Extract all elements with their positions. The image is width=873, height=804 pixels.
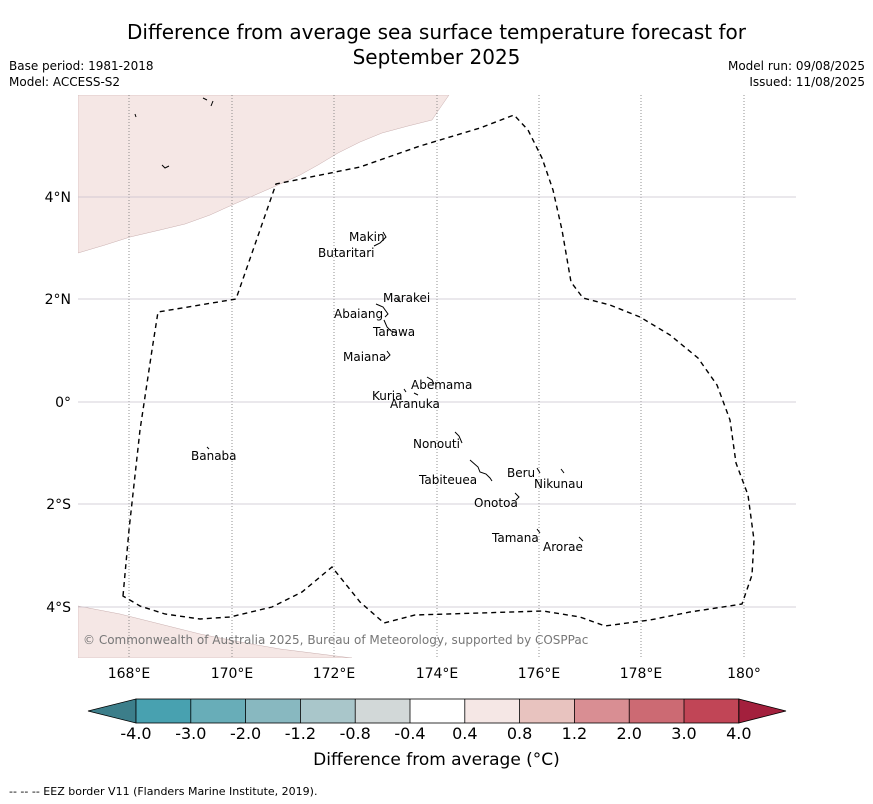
colorbar-segment — [245, 699, 301, 723]
colorbar-tick-label: 3.0 — [671, 724, 696, 743]
colorbar-segment — [300, 699, 356, 723]
island-label-beru: Beru — [507, 466, 535, 480]
lat-label: 4°N — [45, 190, 71, 206]
issued-date: Issued: 11/08/2025 — [749, 75, 865, 89]
colorbar-tick-label: 4.0 — [726, 724, 751, 743]
colorbar-segment — [574, 699, 630, 723]
island-label-tamana: Tamana — [491, 531, 539, 545]
land-north — [78, 95, 450, 254]
colorbar-tick-label: -1.2 — [285, 724, 316, 743]
colorbar-tick-label: 0.4 — [452, 724, 477, 743]
colorbar-tick-label: -4.0 — [120, 724, 151, 743]
island-label-marakei: Marakei — [383, 291, 430, 305]
island-label-arorae: Arorae — [543, 540, 583, 554]
island-label-nikunau: Nikunau — [534, 477, 583, 491]
map-area: Makin Butaritari Marakei Abaiang Tarawa … — [78, 95, 796, 658]
island-label-abaiang: Abaiang — [334, 307, 383, 321]
colorbar-segment — [684, 699, 739, 723]
lon-label: 172°E — [313, 666, 356, 682]
land-south — [78, 605, 353, 658]
island-label-nonouti: Nonouti — [413, 437, 460, 451]
colorbar-title: Difference from average (°C) — [313, 750, 560, 770]
island-label-tarawa: Tarawa — [372, 325, 415, 339]
latitude-labels: 4°N 2°N 0° 2°S 4°S — [45, 190, 72, 616]
lon-label: 174°E — [416, 666, 459, 682]
eez-border — [122, 114, 755, 627]
colorbar-segment — [136, 699, 191, 723]
island-label-butaritari: Butaritari — [318, 246, 375, 260]
map-title: Difference from average sea surface temp… — [0, 20, 873, 70]
longitude-labels: 168°E 170°E 172°E 174°E 176°E 178°E 180° — [108, 666, 761, 682]
title-line-1: Difference from average sea surface temp… — [126, 20, 746, 44]
island-label-makin: Makin — [349, 230, 385, 244]
lon-label: 180° — [727, 666, 761, 682]
colorbar-segment — [410, 699, 465, 723]
island-label-kuria: Kuria — [372, 389, 403, 403]
base-period: Base period: 1981-2018 — [9, 59, 154, 73]
colorbar — [87, 698, 787, 724]
colorbar-under-arrow — [87, 698, 137, 724]
colorbar-segment — [629, 699, 684, 723]
lat-label: 2°N — [45, 292, 71, 308]
lon-label: 168°E — [108, 666, 151, 682]
small-islands-north — [134, 97, 214, 169]
island-label-tabiteuea: Tabiteuea — [418, 473, 477, 487]
lon-label: 176°E — [518, 666, 561, 682]
lat-label: 4°S — [46, 600, 71, 616]
model-run: Model run: 09/08/2025 — [727, 59, 865, 73]
lat-label: 2°S — [46, 497, 71, 513]
colorbar-segment — [190, 699, 246, 723]
meta-left: Base period: 1981-2018 Model: ACCESS-S2 — [9, 58, 154, 90]
colorbar-segment — [519, 699, 575, 723]
colorbar-tick-label: -3.0 — [175, 724, 206, 743]
title-line-2: September 2025 — [352, 45, 521, 69]
colorbar-segment — [464, 699, 520, 723]
island-label-maiana: Maiana — [343, 350, 386, 364]
gridlines — [78, 95, 796, 658]
colorbar-over-arrow — [738, 698, 787, 724]
copyright-notice: © Commonwealth of Australia 2025, Bureau… — [83, 633, 588, 647]
island-labels: Makin Butaritari Marakei Abaiang Tarawa … — [191, 230, 583, 554]
colorbar-segment — [355, 699, 410, 723]
colorbar-tick-label: 2.0 — [616, 724, 641, 743]
colorbar-labels: -4.0 -3.0 -2.0 -1.2 -0.8 -0.4 0.4 0.8 1.2 2.0 3.0 4… — [120, 724, 751, 743]
colorbar-outline — [135, 698, 740, 724]
island-label-aranuka: Aranuka — [390, 397, 440, 411]
island-label-abemama: Abemama — [411, 378, 472, 392]
colorbar-tick-label: 0.8 — [507, 724, 532, 743]
lon-label: 170°E — [211, 666, 254, 682]
colorbar-tick-label: -0.8 — [340, 724, 371, 743]
colorbar-tick-label: -0.4 — [394, 724, 425, 743]
colorbar-tick-label: -2.0 — [230, 724, 261, 743]
model-name: Model: ACCESS-S2 — [9, 75, 121, 89]
meta-right: Model run: 09/08/2025 Issued: 11/08/2025 — [728, 58, 865, 90]
island-label-onotoa: Onotoa — [474, 496, 518, 510]
lat-label: 0° — [55, 395, 71, 411]
lon-label: 178°E — [620, 666, 663, 682]
atoll-shapes — [206, 231, 584, 542]
colorbar-tick-label: 1.2 — [562, 724, 587, 743]
island-label-banaba: Banaba — [191, 449, 237, 463]
eez-source-note: -- -- -- EEZ border V11 (Flanders Marine… — [9, 785, 318, 798]
